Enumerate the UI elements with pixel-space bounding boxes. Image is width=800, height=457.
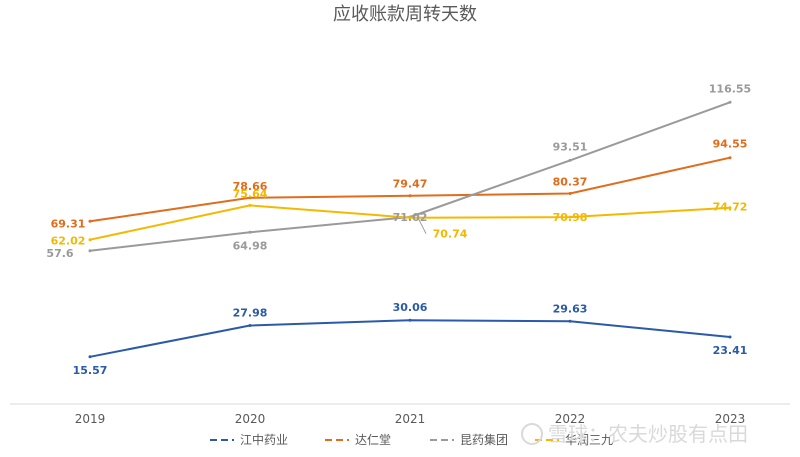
legend-item: 达仁堂 — [325, 433, 391, 447]
data-label: 80.37 — [553, 176, 588, 189]
data-point — [248, 324, 252, 327]
series-layer — [88, 100, 732, 359]
data-label: 29.63 — [553, 302, 588, 315]
data-point — [88, 355, 92, 359]
legend-item: 江中药业 — [210, 432, 288, 447]
watermark-text: 雪球：农夫炒股有点田 — [548, 422, 748, 446]
snowball-logo-icon — [521, 423, 543, 445]
series-2 — [88, 100, 732, 253]
data-point — [568, 192, 572, 195]
data-label: 57.6 — [46, 247, 73, 260]
data-point — [728, 156, 732, 160]
data-point — [568, 319, 572, 323]
series-3 — [88, 203, 732, 242]
data-label: 64.98 — [233, 239, 268, 252]
x-tick-label: 2021 — [395, 412, 426, 426]
data-point — [728, 100, 732, 104]
data-point — [408, 194, 412, 198]
legend-label: 江中药业 — [240, 432, 288, 447]
legend-label: 达仁堂 — [355, 433, 391, 447]
series-1 — [88, 156, 732, 223]
data-label: 23.41 — [713, 344, 748, 357]
data-point — [568, 215, 572, 219]
data-label: 74.72 — [713, 201, 748, 214]
data-label: 78.66 — [233, 180, 268, 193]
data-label: 75.64 — [233, 187, 268, 200]
data-point — [568, 158, 572, 162]
x-tick-label: 2020 — [235, 412, 266, 426]
data-point — [88, 219, 92, 223]
data-point — [88, 249, 92, 253]
legend-item: 昆药集团 — [430, 432, 508, 447]
data-point — [408, 318, 412, 322]
data-point — [728, 335, 732, 339]
x-tick-label: 2023 — [715, 412, 746, 426]
data-label: 93.51 — [553, 140, 588, 153]
data-label: 70.98 — [553, 211, 588, 224]
data-label-layer: 15.57 27.98 30.06 29.63 23.41 69.31 78.66 79.47… — [46, 82, 751, 377]
data-point — [248, 196, 252, 200]
data-point — [728, 206, 732, 210]
leader-line — [417, 217, 427, 234]
data-label: 30.06 — [393, 301, 428, 314]
legend: 江中药业 达仁堂 昆药集团 华润三九 — [210, 432, 613, 447]
x-tick-label: 2019 — [75, 412, 106, 426]
data-point — [408, 216, 412, 220]
data-label: 79.47 — [393, 178, 428, 191]
data-point — [248, 203, 252, 207]
data-label: 71.02 — [393, 211, 428, 224]
data-label: 27.98 — [233, 307, 268, 320]
x-tick-label: 2022 — [555, 412, 586, 426]
data-label: 94.55 — [713, 138, 748, 151]
series-line — [89, 101, 731, 252]
legend-label: 昆药集团 — [460, 432, 508, 447]
data-label: 62.02 — [51, 235, 86, 248]
chart-title: 应收账款周转天数 — [333, 4, 477, 25]
data-label: 70.74 — [433, 228, 468, 241]
data-point — [248, 230, 252, 234]
series-line — [89, 319, 731, 358]
data-point — [88, 238, 92, 242]
watermark: 雪球：农夫炒股有点田 — [521, 422, 748, 446]
data-label: 69.31 — [51, 217, 86, 230]
series-0 — [88, 318, 732, 359]
x-tick-layer: 2019 2020 2021 2022 2023 — [75, 412, 746, 426]
data-label: 116.55 — [709, 82, 751, 95]
legend-label: 华润三九 — [565, 433, 613, 447]
data-label: 15.57 — [73, 364, 108, 377]
